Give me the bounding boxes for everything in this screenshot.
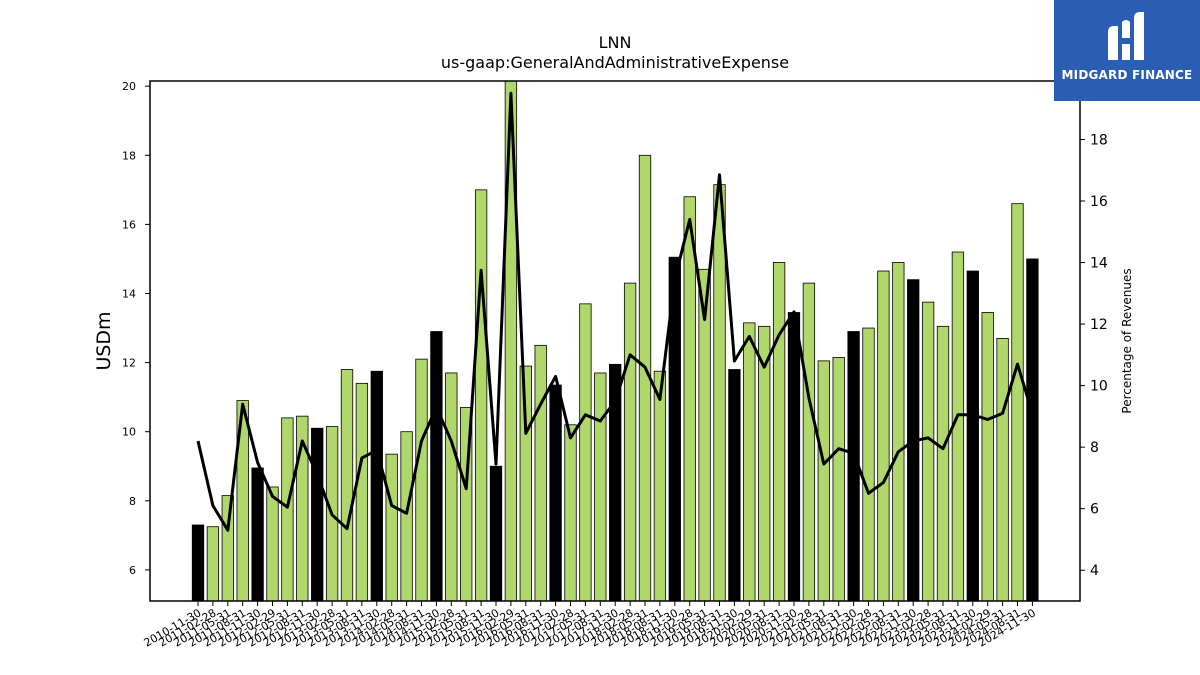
- bar-2024-02-29: [981, 312, 994, 602]
- bar-2015-11-30: [489, 465, 503, 602]
- bar-2018-02-28: [623, 282, 637, 602]
- bar-2023-02-28: [921, 301, 935, 602]
- y-tick-label: 6: [129, 564, 136, 577]
- bar-2020-02-29: [743, 322, 756, 602]
- y2-tick-label: 12: [1090, 317, 1108, 333]
- bar-2021-02-28: [802, 282, 816, 602]
- brand-name: MIDGARD FINANCE: [1061, 68, 1193, 82]
- midgard-logo-icon: [1108, 12, 1144, 60]
- chart-title: LNN: [599, 33, 632, 52]
- y-tick-label: 18: [122, 149, 136, 162]
- bar-2013-08-31: [355, 382, 369, 602]
- y-tick-label: 10: [122, 426, 136, 439]
- bar-2024-11-30: [1026, 258, 1039, 602]
- bar-2022-05-31: [877, 270, 890, 602]
- y2-tick-label: 4: [1090, 563, 1099, 579]
- percentage-line: [196, 91, 1034, 532]
- brand-logo: MIDGARD FINANCE: [1054, 0, 1200, 101]
- left-axis-ticks: 6 8 10 12 14 16 18 20: [122, 80, 150, 577]
- bar-2022-02-28: [862, 327, 875, 602]
- bar-2013-11-30: [370, 370, 383, 602]
- y2-tick-label: 14: [1090, 256, 1108, 272]
- bar-2019-02-28: [683, 196, 696, 602]
- bar-2011-05-31: [221, 495, 234, 602]
- bar-2010-11-30: [191, 524, 205, 602]
- bar-2012-05-31: [281, 417, 294, 602]
- bar-2020-08-31: [772, 261, 786, 602]
- bar-2022-08-31: [892, 261, 905, 602]
- y2-tick-label: 6: [1090, 502, 1099, 518]
- bar-2014-02-28: [385, 453, 398, 602]
- chart-subtitle: us-gaap:GeneralAndAdministrativeExpense: [441, 53, 789, 72]
- y2-tick-label: 8: [1090, 440, 1099, 456]
- bar-2012-11-30: [311, 427, 324, 602]
- bar-2020-11-30: [787, 312, 801, 602]
- bar-2017-02-28: [564, 424, 577, 602]
- bar-2015-02-28: [445, 372, 458, 602]
- y2-tick-label: 18: [1090, 132, 1108, 148]
- bar-2019-11-30: [728, 369, 741, 602]
- bar-2014-08-31: [415, 358, 428, 602]
- x-axis-ticks: 2010-11-302011-02-282011-05-312011-08-31…: [142, 601, 1038, 650]
- bar-2014-11-30: [430, 331, 443, 602]
- y-tick-label: 16: [122, 218, 136, 231]
- y-axis-label: USDm: [93, 311, 115, 370]
- right-axis-ticks: 4 6 8 10 12 14 16 18: [1080, 132, 1108, 579]
- bars-layer: [191, 80, 1039, 602]
- y2-axis-label: Percentage of Revenues: [1120, 268, 1134, 413]
- y2-tick-label: 16: [1090, 194, 1108, 210]
- bar-2016-11-30: [549, 384, 562, 602]
- bar-2017-05-31: [579, 303, 592, 602]
- bar-2019-08-31: [713, 184, 726, 602]
- bar-2012-02-29: [266, 486, 279, 602]
- bar-2016-08-31: [534, 344, 547, 602]
- y-tick-label: 14: [122, 287, 136, 300]
- y-tick-label: 8: [129, 495, 136, 508]
- y-tick-label: 20: [122, 80, 136, 93]
- bar-2023-05-31: [936, 325, 950, 602]
- bar-2017-08-31: [594, 372, 607, 602]
- bar-2015-08-31: [474, 189, 488, 602]
- bar-2011-02-28: [206, 526, 220, 602]
- bar-2011-11-30: [251, 467, 264, 602]
- bar-2018-08-31: [653, 370, 667, 602]
- bar-2013-05-31: [340, 369, 354, 602]
- bar-2014-05-31: [400, 431, 413, 602]
- bar-2021-08-31: [832, 357, 845, 602]
- bar-2024-08-31: [1011, 203, 1024, 602]
- bar-2021-05-31: [817, 360, 830, 602]
- bar-2023-11-30: [966, 270, 979, 602]
- bar-2024-05-31: [996, 338, 1009, 602]
- y-tick-label: 12: [122, 357, 136, 370]
- y2-tick-label: 10: [1090, 379, 1108, 395]
